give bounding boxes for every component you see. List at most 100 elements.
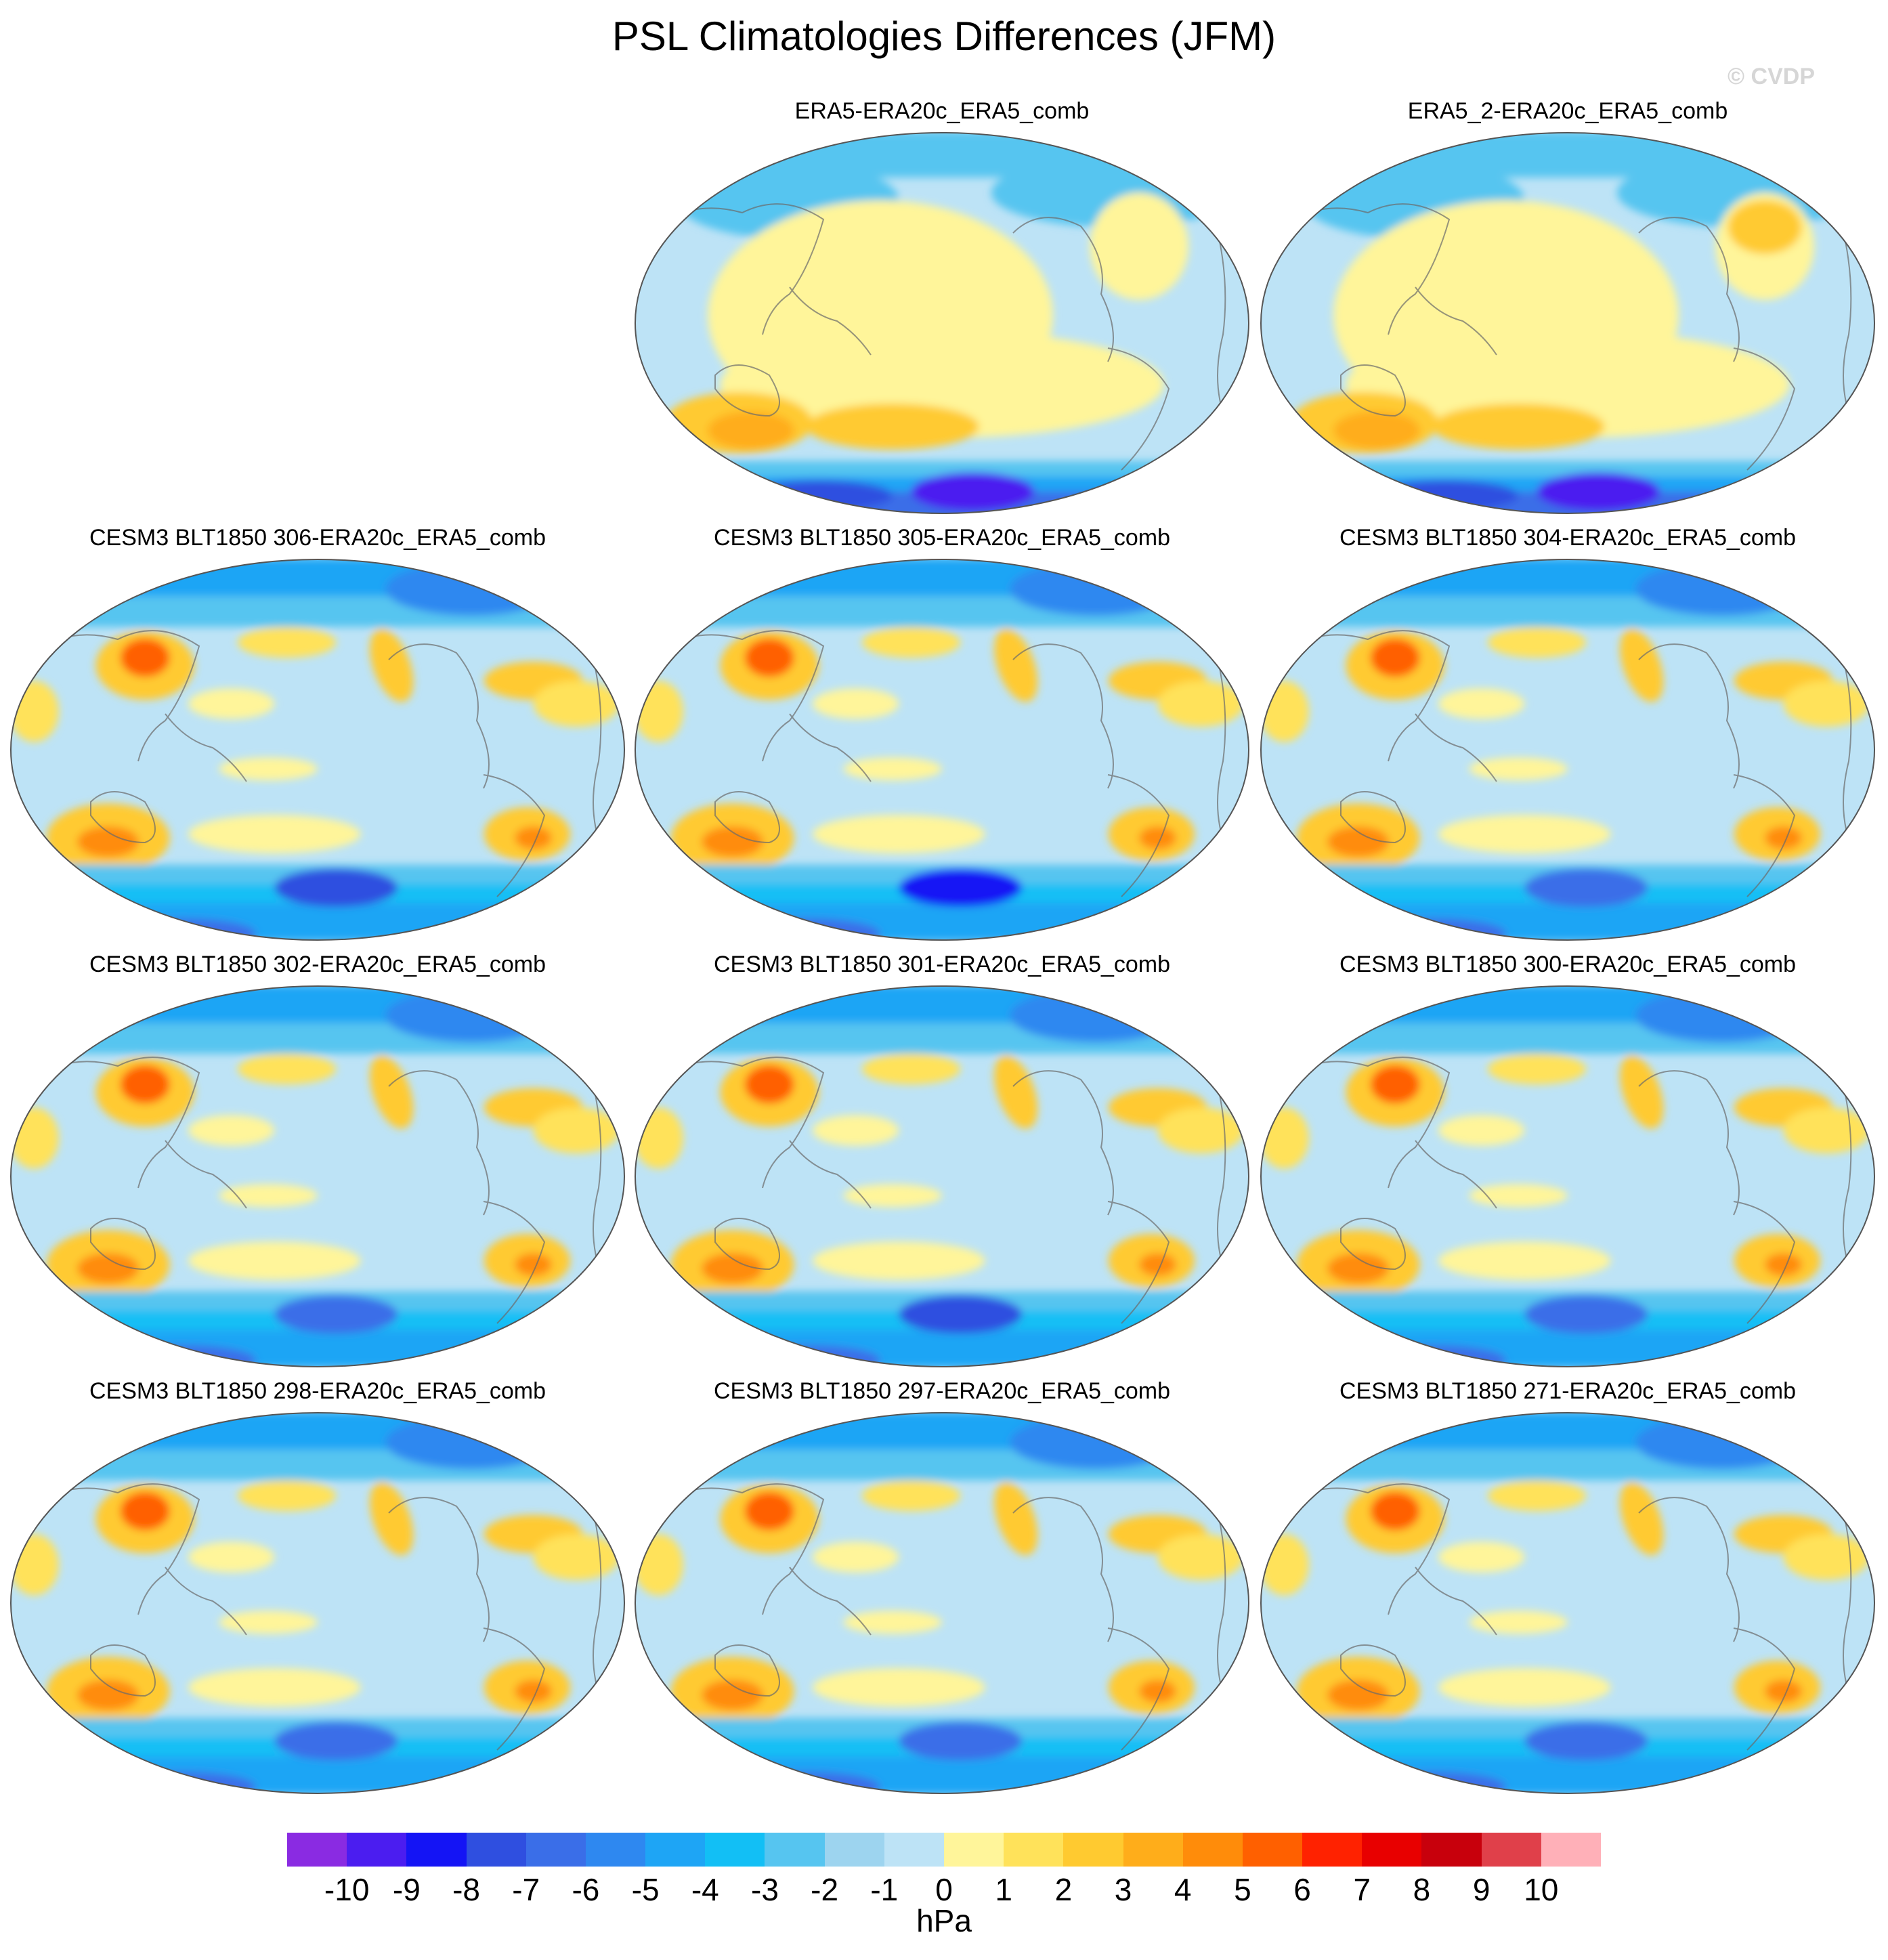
psl-difference-map bbox=[1260, 132, 1875, 514]
pressure-anomaly-region bbox=[515, 1253, 552, 1277]
coastline bbox=[90, 1218, 156, 1271]
map-panel: ERA5-ERA20c_ERA5_comb bbox=[634, 98, 1250, 526]
colorbar-tick-label: 7 bbox=[1353, 1872, 1371, 1907]
colorbar-tick-label: 10 bbox=[1524, 1872, 1559, 1907]
pressure-anomaly-region bbox=[120, 638, 170, 677]
colorbar-tick-label: -8 bbox=[452, 1872, 480, 1907]
pressure-anomaly-band bbox=[1261, 1756, 1874, 1793]
pressure-anomaly-band bbox=[635, 133, 1249, 177]
pressure-anomaly-region bbox=[533, 1534, 620, 1581]
map-field bbox=[635, 1413, 1249, 1793]
panel-title: CESM3 BLT1850 300-ERA20c_ERA5_comb bbox=[1339, 952, 1797, 977]
colorbar-swatch bbox=[1242, 1833, 1303, 1867]
coastline bbox=[789, 286, 872, 356]
copyright-watermark: © CVDP bbox=[1728, 64, 1815, 89]
pressure-anomaly-band bbox=[635, 1023, 1249, 1054]
map-field bbox=[1261, 559, 1874, 940]
pressure-anomaly-region bbox=[994, 629, 1038, 702]
pressure-anomaly-band bbox=[1261, 986, 1874, 1023]
coastline bbox=[1415, 286, 1497, 356]
pressure-anomaly-band bbox=[11, 1756, 624, 1793]
coastline bbox=[90, 791, 156, 844]
pressure-anomaly-region bbox=[812, 688, 899, 719]
colorbar-swatch bbox=[1004, 1833, 1064, 1867]
map-outline bbox=[635, 985, 1249, 1367]
pressure-anomaly-region bbox=[1327, 826, 1390, 857]
pressure-anomaly-region bbox=[1561, 878, 1611, 897]
colorbar-swatch bbox=[406, 1833, 467, 1867]
map-panel: CESM3 BLT1850 305-ERA20c_ERA5_comb bbox=[634, 524, 1250, 952]
pressure-anomaly-region bbox=[311, 1304, 361, 1324]
coastline bbox=[714, 1218, 780, 1271]
coastline bbox=[483, 1201, 546, 1324]
map-outline bbox=[1260, 132, 1875, 514]
pressure-anomaly-region bbox=[744, 638, 794, 677]
coastline bbox=[1012, 1070, 1114, 1216]
colorbar-tick-label: -10 bbox=[324, 1872, 370, 1907]
pressure-anomaly-band bbox=[1261, 1023, 1874, 1054]
coastline bbox=[29, 1483, 200, 1615]
colorbar-swatch bbox=[884, 1833, 945, 1867]
pressure-anomaly-region bbox=[1561, 1731, 1611, 1751]
colorbar-tick-label: 6 bbox=[1293, 1872, 1311, 1907]
pressure-anomaly-band bbox=[635, 1329, 1249, 1367]
coastlines bbox=[653, 1057, 1230, 1324]
map-panel: CESM3 BLT1850 297-ERA20c_ERA5_comb bbox=[634, 1378, 1250, 1806]
coastlines bbox=[29, 630, 606, 897]
map-field bbox=[11, 986, 624, 1367]
pressure-anomaly-region bbox=[219, 1611, 318, 1634]
coastline bbox=[388, 1497, 490, 1642]
pressure-anomaly-band bbox=[11, 986, 624, 1023]
pressure-anomaly-region bbox=[812, 815, 985, 853]
colorbar-tick-label: 0 bbox=[935, 1872, 953, 1907]
coastline bbox=[165, 1140, 247, 1209]
panel-title: CESM3 BLT1850 271-ERA20c_ERA5_comb bbox=[1339, 1378, 1797, 1404]
coastlines bbox=[29, 1057, 606, 1324]
map-panel: ERA5_2-ERA20c_ERA5_comb bbox=[1260, 98, 1876, 526]
colorbar-swatch bbox=[824, 1833, 885, 1867]
map-panel: CESM3 BLT1850 301-ERA20c_ERA5_comb bbox=[634, 951, 1250, 1379]
coastline bbox=[29, 630, 200, 762]
pressure-anomaly-band bbox=[11, 1023, 624, 1054]
coastline bbox=[1638, 1497, 1740, 1642]
pressure-anomaly-region bbox=[1487, 626, 1587, 658]
coastline bbox=[653, 1057, 825, 1189]
pressure-anomaly-region bbox=[1139, 1680, 1176, 1703]
coastline bbox=[653, 203, 825, 335]
pressure-anomaly-region bbox=[385, 1415, 558, 1469]
map-outline bbox=[635, 559, 1249, 941]
coastline bbox=[1340, 1218, 1406, 1271]
pressure-anomaly-region bbox=[1438, 1541, 1525, 1573]
map-panel: CESM3 BLT1850 306-ERA20c_ERA5_comb bbox=[9, 524, 626, 952]
pressure-anomaly-region bbox=[188, 1668, 361, 1707]
map-outline bbox=[635, 1412, 1249, 1794]
pressure-anomaly-region bbox=[188, 815, 361, 853]
pressure-anomaly-region bbox=[1157, 681, 1244, 727]
coastline bbox=[388, 643, 490, 789]
pressure-anomaly-region bbox=[994, 1055, 1038, 1129]
pressure-anomaly-region bbox=[1635, 1415, 1808, 1469]
coastline bbox=[1638, 217, 1740, 362]
colorbar-swatch bbox=[1421, 1833, 1482, 1867]
pressure-anomaly-band bbox=[1261, 1449, 1874, 1480]
pressure-anomaly-region bbox=[1620, 1482, 1664, 1556]
pressure-anomaly-region bbox=[1327, 1253, 1390, 1284]
map-field bbox=[11, 1413, 624, 1793]
colorbar-swatch bbox=[1541, 1833, 1602, 1867]
map-field bbox=[1261, 1413, 1874, 1793]
panel-title: CESM3 BLT1850 305-ERA20c_ERA5_comb bbox=[713, 525, 1171, 551]
pressure-anomaly-region bbox=[533, 1107, 620, 1154]
colorbar-swatch bbox=[1302, 1833, 1363, 1867]
pressure-anomaly-band bbox=[1261, 1329, 1874, 1367]
coastline bbox=[1279, 630, 1451, 762]
pressure-anomaly-region bbox=[861, 1053, 961, 1085]
psl-difference-map bbox=[635, 985, 1249, 1367]
coastline bbox=[1415, 1140, 1497, 1209]
psl-difference-map bbox=[1260, 1412, 1875, 1794]
panel-title: ERA5-ERA20c_ERA5_comb bbox=[794, 98, 1090, 124]
coastline bbox=[1415, 713, 1497, 782]
pressure-anomaly-region bbox=[935, 1731, 985, 1751]
pressure-anomaly-band bbox=[11, 1329, 624, 1367]
map-field bbox=[1261, 133, 1874, 513]
pressure-anomaly-region bbox=[702, 1253, 764, 1284]
